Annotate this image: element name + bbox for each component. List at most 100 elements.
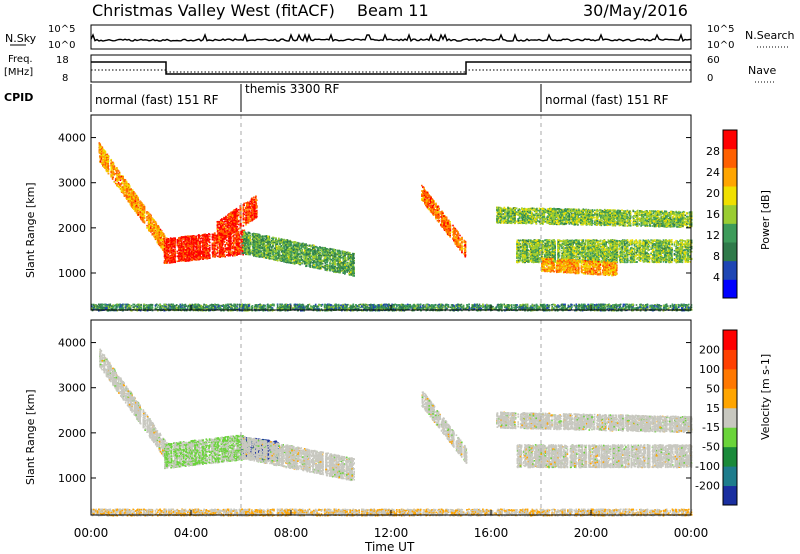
echo-cell [198, 256, 200, 258]
echo-cell [202, 242, 204, 244]
echo-cell [174, 257, 176, 259]
echo-cell [138, 208, 140, 210]
echo-cell [162, 234, 164, 236]
echo-cell [188, 236, 190, 238]
echo-cell [212, 239, 214, 241]
echo-cell [222, 242, 224, 244]
echo-cell [158, 242, 160, 244]
echo-cell [198, 237, 200, 239]
echo-cell [178, 238, 180, 240]
echo-cell [171, 257, 173, 259]
echo-cell [166, 260, 168, 262]
echo-cell [214, 252, 216, 254]
echo-cell [214, 239, 216, 241]
echo-cell [160, 245, 162, 247]
echo-cell [196, 241, 198, 243]
echo-cell [140, 207, 142, 209]
echo-cell [146, 217, 148, 219]
echo-cell [170, 237, 172, 239]
cpid-segment-2: themis 3300 RF [245, 82, 339, 96]
echo-cell [119, 186, 121, 188]
echo-cell [185, 241, 187, 243]
echo-cell [224, 246, 226, 248]
nsky-trace [91, 35, 691, 41]
echo-cell [227, 254, 229, 256]
echo-cell [191, 255, 193, 257]
echo-cell [199, 252, 201, 254]
echo-cell [120, 179, 122, 181]
echo-cell [240, 233, 242, 235]
echo-cell [174, 252, 176, 254]
echo-cell [133, 200, 135, 202]
echo-cell [148, 230, 150, 232]
echo-cell [236, 232, 238, 234]
echo-cell [226, 251, 228, 253]
echo-cell [106, 166, 108, 168]
echo-cell [204, 251, 206, 253]
echo-cell [118, 182, 120, 184]
echo-cell [198, 259, 200, 261]
echo-cell [153, 224, 155, 226]
echo-cell [237, 242, 239, 244]
echo-cell [150, 227, 152, 229]
echo-cell [167, 238, 169, 240]
echo-cell [202, 235, 204, 237]
echo-cell [148, 222, 150, 224]
echo-cell [129, 191, 131, 193]
echo-cell [181, 247, 183, 249]
echo-cell [204, 244, 206, 246]
echo-cell [207, 252, 209, 254]
echo-cell [119, 173, 121, 175]
echo-cell [133, 191, 135, 193]
echo-cell [189, 258, 191, 260]
echo-cell [229, 238, 231, 240]
echo-cell [103, 159, 105, 161]
echo-cell [209, 250, 211, 252]
nave-label: Nave [748, 64, 776, 77]
echo-cell [206, 256, 208, 258]
echo-cell [185, 236, 187, 238]
echo-cell [122, 191, 124, 193]
echo-cell [141, 205, 143, 207]
echo-cell [193, 238, 195, 240]
echo-cell [178, 246, 180, 248]
echo-cell [199, 243, 201, 245]
echo-cell [193, 236, 195, 238]
echo-cell [238, 243, 240, 245]
freq-label-line1: Freq. [8, 54, 33, 65]
echo-cell [206, 253, 208, 255]
echo-cell [153, 233, 155, 235]
echo-cell [148, 212, 150, 214]
echo-cell [138, 199, 140, 201]
echo-cell [166, 250, 168, 252]
echo-cell [107, 154, 109, 156]
echo-cell [138, 207, 140, 209]
echo-cell [107, 163, 109, 165]
echo-cell [129, 196, 131, 198]
echo-cell [102, 164, 104, 166]
echo-cell [166, 237, 168, 239]
echo-cell [111, 169, 113, 171]
echo-cell [202, 249, 204, 251]
echo-cell [233, 238, 235, 240]
echo-cell [207, 240, 209, 242]
echo-cell [233, 244, 235, 246]
echo-cell [133, 192, 135, 194]
echo-cell [198, 245, 200, 247]
freq-frame [91, 55, 691, 82]
echo-cell [136, 212, 138, 214]
echo-cell [217, 230, 219, 232]
echo-cell [121, 190, 123, 192]
nsky-tick-high: 10^5 [48, 24, 75, 35]
echo-cell [99, 142, 101, 144]
echo-cell [238, 253, 240, 255]
echo-cell [205, 249, 207, 251]
echo-cell [200, 247, 202, 249]
nsearch-tick-high: 10^5 [707, 24, 734, 35]
echo-cell [164, 238, 166, 240]
echo-cell [121, 188, 123, 190]
echo-cell [193, 247, 195, 249]
echo-cell [224, 251, 226, 253]
echo-cell [140, 201, 142, 203]
